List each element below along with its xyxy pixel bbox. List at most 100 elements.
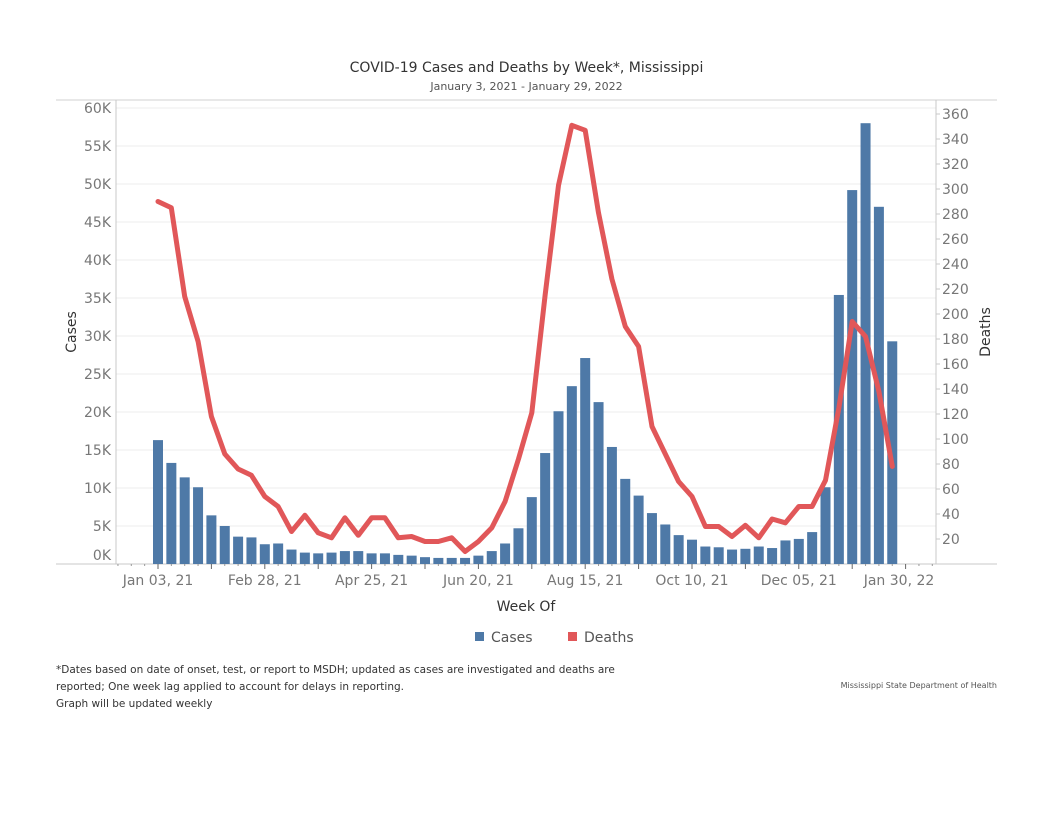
cases-bar — [273, 543, 284, 564]
left-tick-label: 20K — [84, 405, 112, 421]
x-tick-label: Feb 28, 21 — [228, 573, 302, 589]
x-tick-label: Dec 05, 21 — [761, 573, 837, 589]
right-tick-label: 240 — [942, 257, 969, 273]
chart-svg: 0K 5K 10K 15K 20K 25K 30K 35K 40K 45K 50K 55K 60K 20… — [56, 99, 997, 646]
cases-bar — [540, 453, 551, 564]
cases-bar — [713, 547, 724, 564]
cases-bar — [807, 532, 818, 564]
right-tick-label: 160 — [942, 357, 969, 373]
left-tick-label: 10K — [84, 481, 112, 497]
legend-cases-label: Cases — [491, 630, 533, 646]
footnote: *Dates based on date of onset, test, or … — [56, 662, 636, 713]
right-tick-label: 320 — [942, 157, 969, 173]
cases-bar — [233, 536, 244, 564]
cases-bar — [379, 553, 390, 564]
cases-bar — [486, 551, 497, 564]
right-tick-label: 220 — [942, 282, 969, 298]
cases-bar — [326, 552, 337, 564]
cases-bar — [366, 553, 377, 564]
deaths-line — [155, 122, 895, 554]
cases-bar — [420, 557, 430, 564]
cases-bar — [847, 190, 858, 564]
left-tick-label: 30K — [84, 329, 112, 345]
cases-bar — [433, 557, 444, 564]
cases-bar — [633, 495, 644, 564]
cases-bar — [646, 513, 657, 564]
cases-bar — [473, 555, 484, 564]
cases-bar — [339, 551, 350, 564]
cases-bar — [219, 526, 230, 564]
cases-bar — [500, 543, 511, 564]
cases-bar — [753, 546, 764, 564]
footnote-line-1: *Dates based on date of onset, test, or … — [56, 664, 615, 676]
right-tick-label: 280 — [942, 207, 969, 223]
left-tick-label: 50K — [84, 177, 112, 193]
right-tick-label: 300 — [942, 182, 969, 198]
footnote-line-3: Graph will be updated weekly — [56, 698, 213, 710]
footnote-line-2: reported; One week lag applied to accoun… — [56, 681, 405, 693]
cases-bar — [580, 358, 591, 564]
cases-bar — [606, 446, 617, 564]
x-tick-label: Oct 10, 21 — [655, 573, 728, 589]
left-tick-label: 25K — [84, 367, 112, 383]
left-axis-title: Cases — [64, 311, 80, 353]
x-tick-label: Jan 03, 21 — [122, 573, 194, 589]
left-tick-label: 35K — [84, 291, 112, 307]
cases-bar — [153, 440, 163, 564]
right-tick-label: 120 — [942, 407, 969, 423]
cases-bar — [673, 535, 684, 564]
cases-bar — [353, 551, 364, 564]
cases-bar — [566, 386, 577, 564]
cases-bar — [687, 539, 697, 564]
cases-bar — [820, 487, 831, 564]
right-tick-label: 80 — [942, 457, 960, 473]
cases-bar — [179, 477, 190, 564]
cases-bar — [406, 555, 417, 564]
right-tick-label: 40 — [942, 507, 960, 523]
cases-bar — [526, 497, 537, 564]
x-tick-label: Jan 30, 22 — [863, 573, 935, 589]
right-tick-label: 360 — [942, 107, 969, 123]
left-axis-ticks: 0K 5K 10K 15K 20K 25K 30K 35K 40K 45K 50K 55K 60K — [84, 101, 112, 564]
cases-bar — [166, 462, 177, 564]
cases-bar — [833, 294, 844, 564]
cases-bar — [313, 553, 324, 564]
legend-deaths-swatch — [568, 632, 577, 641]
left-tick-label: 45K — [84, 215, 112, 231]
chart-title: COVID-19 Cases and Deaths by Week*, Miss… — [349, 60, 704, 76]
cases-bar — [620, 478, 631, 564]
legend-cases-swatch — [475, 632, 484, 641]
right-tick-label: 20 — [942, 532, 960, 548]
cases-bar — [393, 554, 404, 564]
right-axis-ticks: 20 40 60 80 100 120 140 160 180 200 220 240 260 280 30… — [936, 107, 969, 548]
legend: Cases Deaths — [475, 630, 634, 646]
right-tick-label: 100 — [942, 432, 969, 448]
right-tick-label: 140 — [942, 382, 969, 398]
x-axis-title: Week Of — [497, 599, 557, 615]
right-tick-label: 180 — [942, 332, 969, 348]
x-axis-ticks: Jan 03, 21 Feb 28, 21 Apr 25, 21 Jun 20, 21… — [117, 564, 935, 589]
cases-bar — [727, 549, 738, 564]
left-tick-label: 0K — [93, 548, 112, 564]
cases-bar — [740, 548, 751, 564]
x-tick-label: Apr 25, 21 — [335, 573, 408, 589]
right-tick-label: 340 — [942, 132, 969, 148]
right-tick-label: 200 — [942, 307, 969, 323]
gridlines — [116, 107, 936, 527]
cases-bar — [460, 557, 471, 564]
left-tick-label: 40K — [84, 253, 112, 269]
left-tick-label: 15K — [84, 443, 112, 459]
right-tick-label: 60 — [942, 482, 960, 498]
cases-bar — [793, 538, 804, 564]
cases-bar — [259, 544, 270, 564]
cases-bar — [700, 546, 711, 564]
cases-bar — [286, 549, 297, 564]
x-tick-label: Aug 15, 21 — [547, 573, 623, 589]
right-axis-title: Deaths — [978, 307, 994, 357]
left-tick-label: 5K — [93, 519, 112, 535]
cases-bar — [446, 557, 457, 564]
chart-subtitle: January 3, 2021 - January 29, 2022 — [430, 80, 623, 93]
cases-bar — [193, 487, 204, 564]
cases-bar — [767, 548, 778, 564]
cases-bar — [513, 528, 524, 564]
